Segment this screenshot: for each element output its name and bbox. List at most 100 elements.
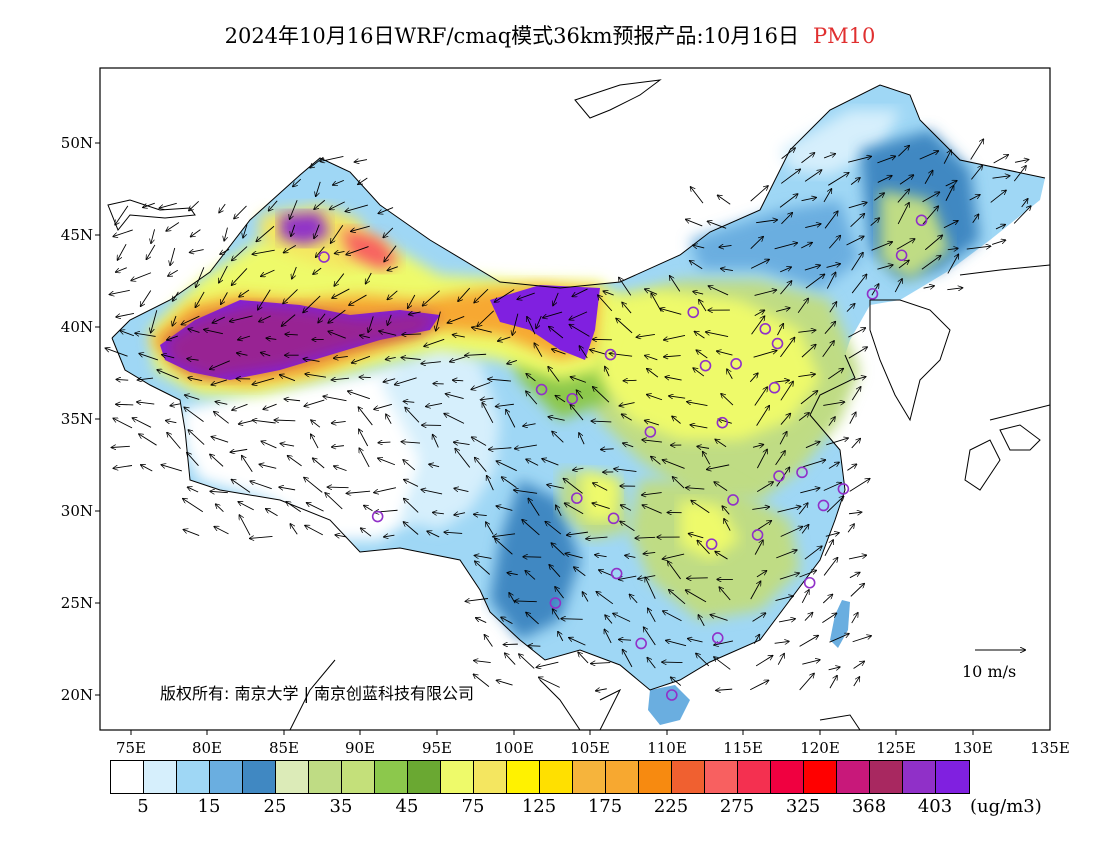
- wind-arrow: [774, 641, 789, 643]
- colorbar-label: 25: [263, 796, 287, 817]
- wind-arrow: [543, 311, 563, 318]
- wind-arrow: [473, 674, 490, 687]
- wind-arrow: [334, 356, 348, 358]
- wind-arrow: [664, 334, 686, 339]
- wind-arrow: [710, 615, 728, 621]
- wind-arrow: [991, 240, 1005, 245]
- wind-arrow: [990, 190, 1006, 203]
- wind-arrow: [517, 292, 535, 299]
- wind-arrow: [800, 488, 819, 494]
- wind-arrow: [703, 452, 711, 465]
- wind-arrow: [402, 442, 421, 443]
- wind-arrow: [507, 360, 518, 363]
- wind-arrow: [780, 527, 803, 537]
- wind-arrow: [374, 487, 397, 493]
- wind-arrow: [800, 391, 817, 405]
- wind-arrow: [687, 402, 708, 407]
- wind-arrow: [850, 178, 860, 185]
- wind-arrow: [571, 377, 587, 383]
- wind-arrow: [754, 310, 765, 317]
- wind-arrow: [672, 416, 681, 424]
- wind-arrow: [547, 485, 565, 489]
- wind-arrow: [395, 377, 417, 385]
- station-marker: [571, 492, 583, 504]
- wind-arrow: [359, 429, 369, 447]
- wind-arrow: [159, 202, 177, 208]
- wind-arrow: [204, 330, 223, 335]
- wind-arrow: [697, 446, 710, 448]
- wind-arrow: [290, 524, 298, 535]
- wind-arrow: [453, 335, 465, 337]
- wind-arrow: [828, 236, 840, 249]
- colorbar-label: 5: [137, 796, 149, 817]
- colorbar-swatch: [441, 761, 474, 793]
- wind-arrow: [261, 269, 275, 276]
- wind-arrow: [561, 619, 583, 620]
- wind-arrow: [359, 448, 370, 468]
- wind-arrow: [507, 573, 518, 575]
- wind-arrow: [502, 477, 517, 488]
- wind-arrow: [804, 613, 813, 621]
- wind-arrow: [896, 239, 915, 250]
- wind-arrow: [216, 402, 228, 405]
- lat-tick-40: 40N: [60, 318, 93, 336]
- wind-arrow: [853, 377, 866, 380]
- wind-arrow: [475, 555, 492, 559]
- wind-arrow: [166, 421, 177, 423]
- wind-arrow: [214, 412, 229, 424]
- wind-arrow: [565, 503, 584, 515]
- wind-arrow: [526, 374, 536, 382]
- wind-arrow: [433, 512, 444, 513]
- wind-arrow: [799, 674, 814, 691]
- wind-arrow: [569, 311, 588, 320]
- wind-arrow: [822, 341, 834, 358]
- wind-arrow: [635, 537, 656, 538]
- wind-arrow: [553, 292, 559, 306]
- wind-vectors: [106, 139, 1031, 690]
- colorbar-swatch: [705, 761, 738, 793]
- wind-arrow: [754, 290, 777, 296]
- wind-arrow: [596, 689, 607, 691]
- wind-arrow: [922, 206, 938, 225]
- wind-arrow: [552, 432, 564, 443]
- wind-arrow: [282, 314, 296, 326]
- wind-arrow: [721, 269, 733, 271]
- wind-arrow: [605, 367, 610, 377]
- wind-arrow: [285, 334, 298, 335]
- wind-arrow: [894, 279, 902, 293]
- wind-arrow: [801, 153, 815, 164]
- wind-arrow: [717, 351, 733, 356]
- wind-arrow: [133, 418, 152, 428]
- wind-arrow: [328, 487, 349, 488]
- wind-scale-label: 10 m/s: [962, 662, 1017, 681]
- wind-arrow: [779, 432, 787, 445]
- station-marker: [773, 470, 785, 482]
- wind-arrow: [505, 653, 516, 665]
- wind-arrow: [802, 460, 825, 468]
- wind-arrow: [116, 404, 134, 405]
- colorbar-swatch: [507, 761, 540, 793]
- wind-arrow: [614, 469, 637, 472]
- wind-arrow: [642, 493, 662, 496]
- wind-arrow: [523, 424, 536, 426]
- wind-arrow: [573, 468, 584, 470]
- wind-arrow: [489, 448, 512, 450]
- wind-arrow: [488, 379, 511, 381]
- wind-arrow: [714, 657, 731, 670]
- wind-arrow: [849, 412, 856, 424]
- wind-arrow: [404, 401, 415, 402]
- colorbar: [110, 760, 970, 794]
- wind-arrow: [570, 405, 584, 421]
- wind-arrow: [286, 502, 302, 513]
- colorbar-label: 325: [785, 796, 821, 817]
- lon-tick-80: 80E: [191, 739, 223, 757]
- wind-arrow: [604, 630, 612, 644]
- wind-arrow: [644, 552, 656, 553]
- wind-arrow: [829, 302, 837, 313]
- wind-arrow: [851, 613, 858, 624]
- wind-arrow: [708, 221, 727, 229]
- wind-arrow: [664, 356, 681, 357]
- wind-arrow: [898, 146, 909, 157]
- wind-arrow: [230, 315, 253, 322]
- wind-arrow: [170, 247, 176, 265]
